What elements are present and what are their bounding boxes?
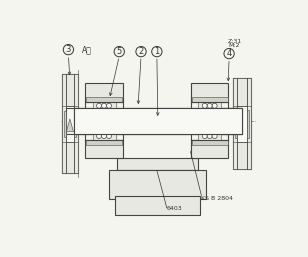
Bar [86,140,122,145]
Bar [74,108,242,134]
Circle shape [202,134,207,139]
Bar [62,74,66,173]
Circle shape [202,103,207,108]
Circle shape [136,47,146,57]
Bar [237,142,247,169]
Text: 3: 3 [66,45,71,54]
Bar [237,78,247,106]
Bar [201,108,219,109]
Bar [198,132,221,140]
Bar [198,102,221,109]
Bar [235,109,237,138]
Bar [66,106,74,142]
Circle shape [107,134,111,139]
Circle shape [212,134,217,139]
Circle shape [63,44,74,55]
Bar [62,74,78,173]
Bar [95,108,113,109]
Text: 5: 5 [117,47,122,56]
Text: 6403: 6403 [167,206,183,211]
Circle shape [224,49,234,59]
Text: 4: 4 [226,49,232,58]
Circle shape [97,134,102,139]
Bar [92,132,116,140]
Circle shape [102,103,107,108]
Text: M:2: M:2 [228,43,240,48]
Bar [74,108,242,134]
Bar [74,74,78,173]
Text: 2: 2 [138,47,144,56]
Circle shape [114,47,124,57]
Bar [191,83,229,102]
Bar [74,111,76,137]
Bar [95,132,113,134]
Bar [192,140,228,145]
Bar [92,102,116,109]
Bar [233,78,237,169]
Circle shape [97,103,102,108]
Bar [85,140,123,159]
Text: 1: 1 [154,47,160,56]
Circle shape [102,134,107,139]
Bar [192,97,228,102]
Circle shape [107,103,111,108]
Bar [64,111,66,137]
Bar [117,159,198,170]
Circle shape [152,47,162,57]
Bar [221,108,242,134]
Bar [66,74,74,106]
Bar [237,106,247,142]
Bar [86,97,122,102]
Bar [233,78,251,169]
Bar [115,196,201,215]
Text: A형: A형 [82,45,91,54]
Bar [66,142,74,173]
Text: KS B 2804: KS B 2804 [201,196,233,200]
Bar [85,83,123,102]
Bar [191,140,229,159]
Bar [66,108,74,134]
Circle shape [207,103,212,108]
Bar [247,78,251,169]
Text: Z:31: Z:31 [228,39,242,44]
Bar [247,109,249,138]
Bar [109,170,206,199]
Circle shape [212,103,217,108]
Circle shape [207,134,212,139]
Polygon shape [66,119,73,132]
Bar [201,132,219,134]
